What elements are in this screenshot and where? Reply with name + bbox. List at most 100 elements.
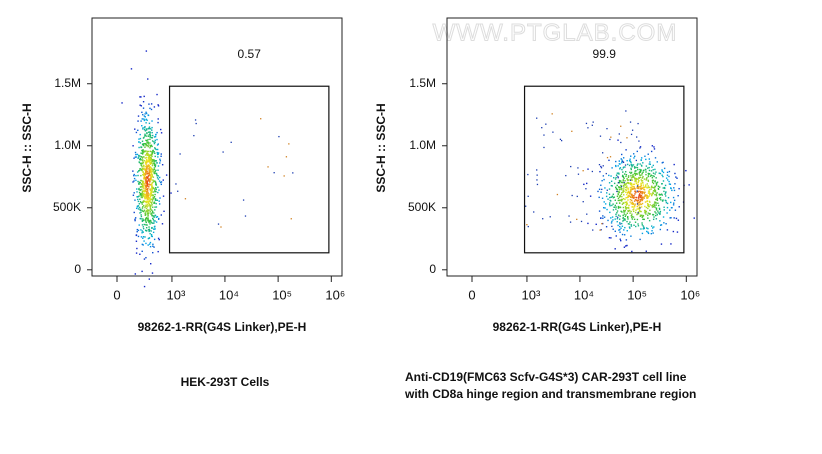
event-dot	[145, 217, 147, 220]
event-dot	[645, 171, 647, 173]
event-dot	[624, 226, 626, 229]
event-dot	[147, 214, 149, 216]
event-dot	[613, 182, 616, 185]
event-dot	[139, 181, 141, 184]
event-dot	[623, 183, 626, 185]
event-dot	[142, 237, 144, 239]
event-dot	[143, 240, 145, 242]
event-dot	[653, 186, 656, 189]
event-dot	[630, 223, 632, 226]
event-dot	[641, 199, 643, 202]
y-tick-label: 1.5M	[409, 76, 436, 90]
event-dot	[626, 220, 628, 223]
event-dot	[159, 160, 162, 162]
event-dot	[160, 155, 162, 158]
event-dot	[147, 180, 149, 182]
event-dot	[639, 203, 642, 205]
event-dot	[604, 207, 606, 209]
event-dot	[654, 194, 656, 196]
event-dot	[154, 189, 156, 191]
event-dot	[654, 188, 656, 191]
event-dot	[602, 152, 604, 154]
event-dot	[625, 196, 627, 199]
event-dot	[143, 128, 146, 131]
gate-percent: 99.9	[593, 47, 617, 61]
event-dot	[642, 191, 644, 193]
event-dot	[144, 180, 147, 182]
event-dot	[636, 218, 639, 221]
event-dot	[621, 162, 623, 164]
event-dot	[641, 224, 643, 226]
event-dot	[624, 198, 626, 201]
event-dot	[624, 218, 626, 220]
event-dot	[641, 191, 643, 193]
event-dot	[637, 198, 640, 200]
event-dot	[652, 172, 655, 174]
event-dot	[617, 193, 619, 195]
event-dot	[155, 169, 157, 172]
event-dot	[646, 200, 648, 203]
event-dot	[152, 161, 154, 163]
event-dot	[598, 196, 600, 199]
event-dot	[147, 153, 149, 156]
event-dot	[139, 104, 141, 106]
event-dot	[152, 191, 155, 193]
event-dot	[635, 191, 637, 194]
event-dot	[148, 226, 150, 228]
event-dot	[571, 130, 573, 132]
event-dot	[647, 195, 649, 198]
event-dot	[138, 183, 140, 185]
event-dot	[678, 187, 680, 190]
event-dot	[638, 211, 640, 213]
event-dot	[640, 183, 642, 185]
event-dot	[143, 186, 145, 188]
event-dot	[665, 200, 667, 202]
event-dot	[651, 145, 654, 147]
event-dot	[626, 203, 628, 206]
event-dot	[638, 194, 640, 196]
event-dot	[141, 243, 144, 246]
event-dot	[630, 182, 632, 185]
event-dot	[141, 250, 143, 253]
event-dot	[140, 201, 142, 204]
event-dot	[156, 199, 159, 201]
event-dot	[153, 171, 155, 173]
event-dot	[155, 133, 157, 136]
event-dot	[637, 186, 640, 188]
event-dot	[527, 195, 529, 197]
event-dot	[643, 197, 645, 199]
event-dot	[145, 224, 147, 226]
event-dot	[645, 179, 647, 181]
event-dot	[150, 174, 153, 176]
event-dot	[624, 209, 626, 212]
event-dot	[143, 285, 146, 288]
event-dot	[147, 197, 150, 199]
event-dot	[633, 218, 636, 221]
event-dot	[662, 180, 665, 182]
event-dot	[631, 179, 633, 181]
event-dot	[625, 183, 627, 185]
event-dot	[647, 186, 649, 189]
event-dot	[636, 136, 638, 138]
event-dot	[149, 157, 151, 159]
event-dot	[144, 187, 147, 189]
event-dot	[648, 186, 650, 189]
event-dot	[642, 215, 644, 218]
event-dot	[653, 148, 656, 150]
event-dot	[148, 230, 150, 233]
event-dot	[620, 188, 623, 191]
event-dot	[132, 181, 134, 183]
event-dot	[657, 204, 660, 207]
event-dot	[628, 164, 631, 167]
event-dot	[152, 179, 154, 181]
event-dot	[634, 173, 637, 175]
event-dot	[536, 169, 538, 171]
event-dot	[152, 163, 154, 165]
event-dot	[154, 190, 156, 193]
event-dot	[636, 173, 638, 175]
event-dot	[668, 170, 671, 173]
event-dot	[142, 167, 144, 170]
event-dot	[673, 199, 676, 202]
event-dot	[623, 173, 626, 175]
